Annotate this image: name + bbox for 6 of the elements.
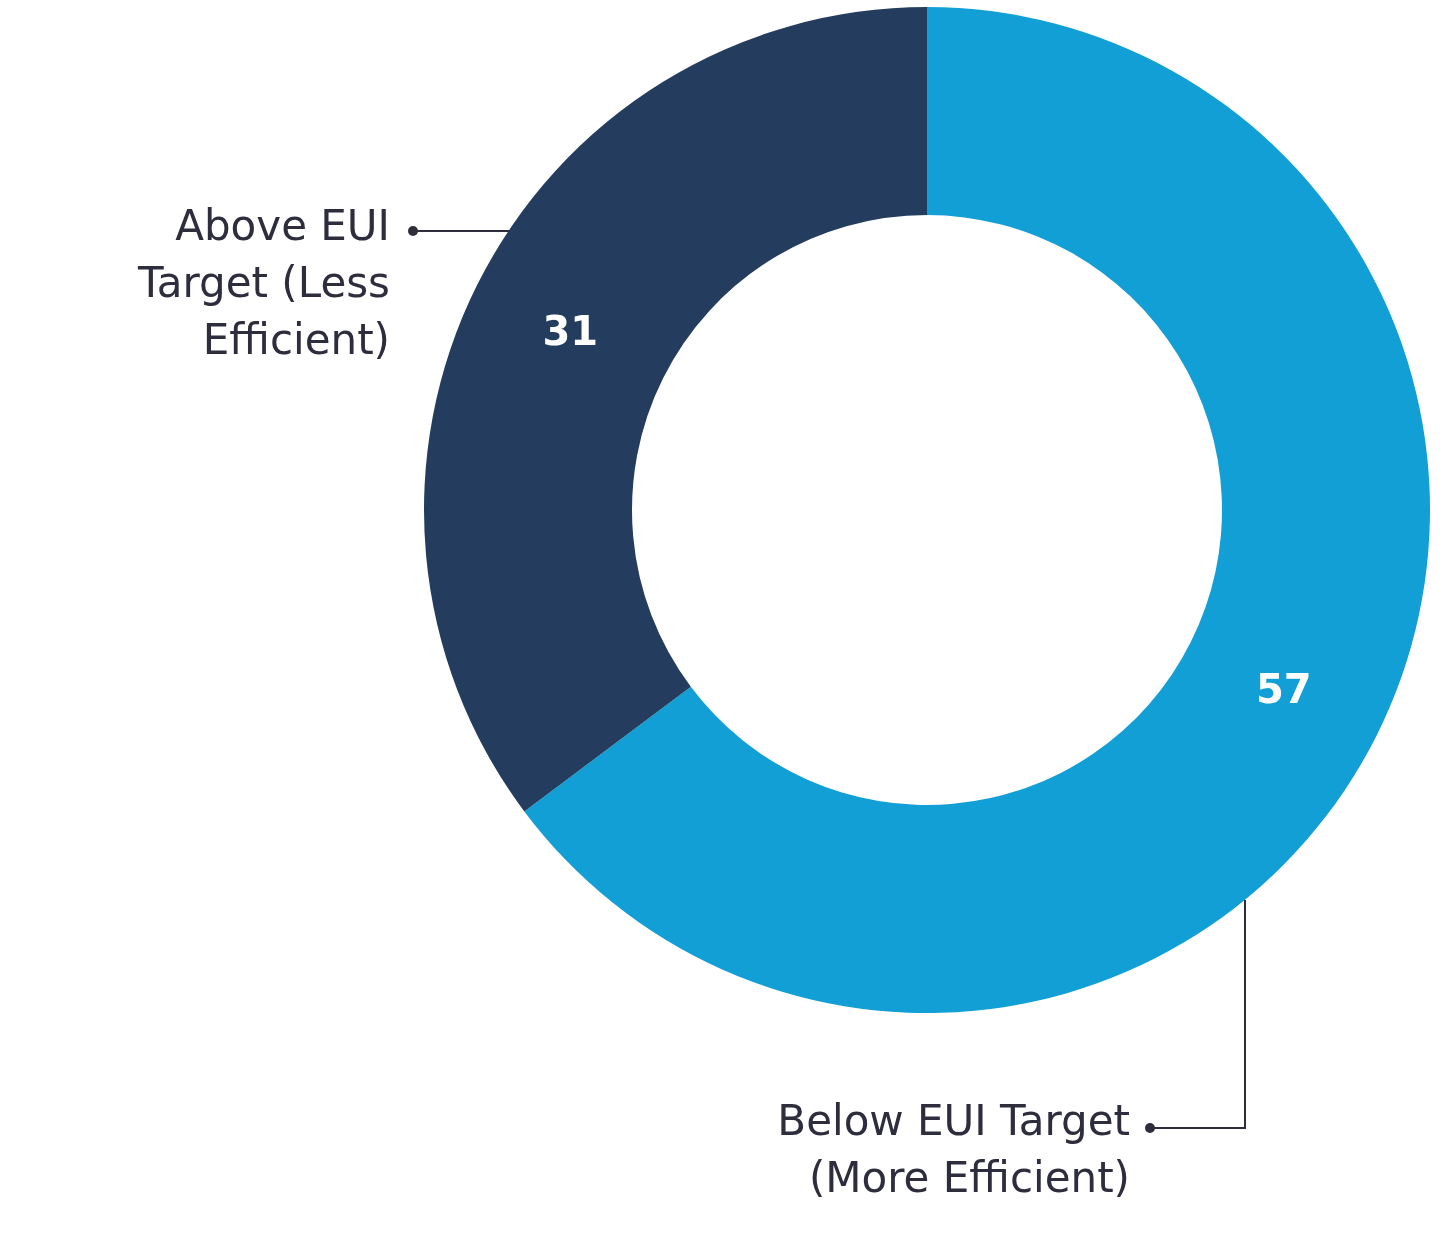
- donut-slice: [424, 7, 927, 812]
- data-label: 57: [1255, 665, 1312, 712]
- donut-slice: [524, 7, 1430, 1013]
- data-label: 31: [542, 308, 599, 355]
- slice-label: Above EUI Target (Less Efficient): [137, 201, 390, 364]
- slice-label: Below EUI Target (More Efficient): [777, 1096, 1130, 1202]
